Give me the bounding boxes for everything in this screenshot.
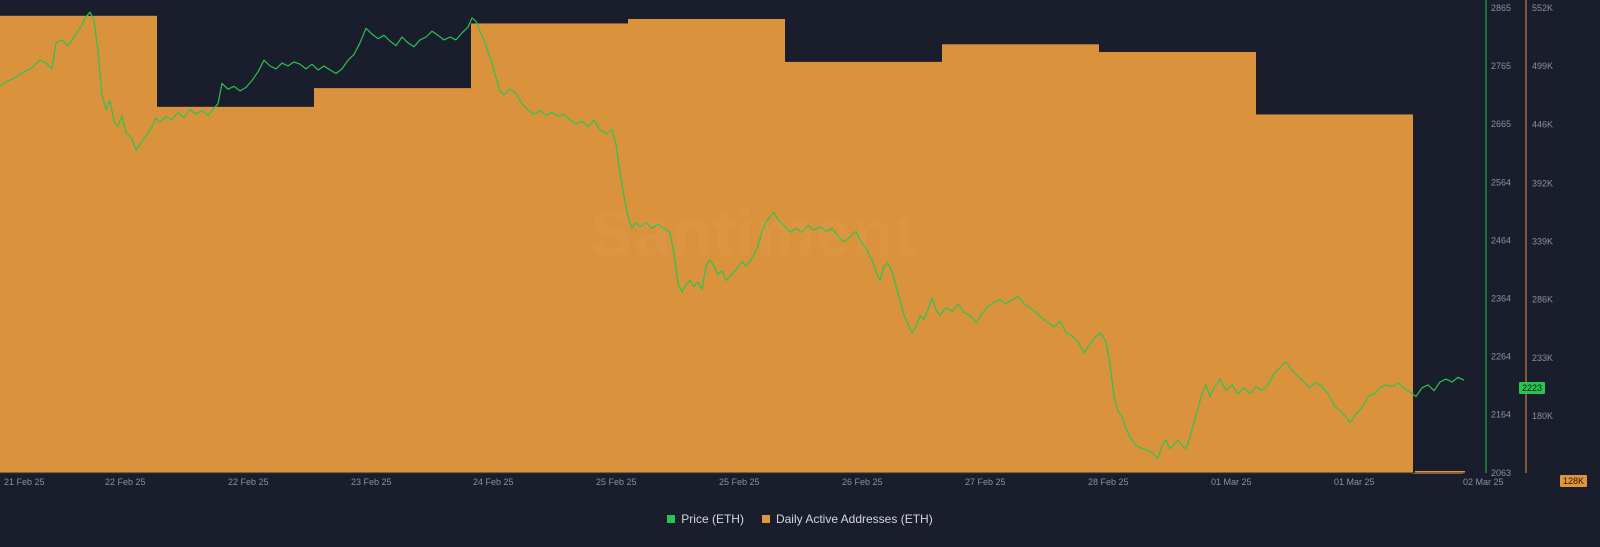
x-tick-label: 23 Feb 25 bbox=[351, 477, 392, 487]
active-addresses-bar bbox=[0, 15, 157, 474]
price-tick-label: 2264 bbox=[1491, 351, 1511, 361]
legend-label-price: Price (ETH) bbox=[681, 512, 744, 526]
x-tick-label: 26 Feb 25 bbox=[842, 477, 883, 487]
current-price-badge: 2223 bbox=[1519, 382, 1546, 394]
addresses-tick-label: 392K bbox=[1532, 178, 1553, 188]
addresses-tick-label: 180K bbox=[1532, 411, 1553, 421]
x-tick-label: 22 Feb 25 bbox=[228, 477, 269, 487]
bar-top-mask bbox=[314, 0, 471, 89]
bar-top-mask bbox=[1099, 0, 1256, 52]
bar-top-mask bbox=[157, 0, 314, 107]
legend: Price (ETH) Daily Active Addresses (ETH) bbox=[0, 512, 1600, 526]
price-tick-label: 2164 bbox=[1491, 409, 1511, 419]
active-addresses-bar bbox=[157, 106, 314, 474]
x-tick-label: 01 Mar 25 bbox=[1334, 477, 1375, 487]
active-addresses-bar bbox=[1256, 114, 1413, 474]
x-tick-label: 02 Mar 25 bbox=[1463, 477, 1504, 487]
x-tick-label: 25 Feb 25 bbox=[596, 477, 637, 487]
price-tick-label: 2063 bbox=[1491, 468, 1511, 478]
price-tick-label: 2564 bbox=[1491, 178, 1511, 188]
bar-top-mask bbox=[1415, 0, 1475, 472]
x-tick-label: 21 Feb 25 bbox=[4, 477, 45, 487]
bar-top-mask bbox=[628, 0, 785, 19]
addresses-tick-label: 446K bbox=[1532, 119, 1553, 129]
price-line-layer bbox=[0, 11, 1465, 460]
current-addresses-badge: 128K bbox=[1560, 475, 1588, 487]
price-tick-label: 2765 bbox=[1491, 61, 1511, 71]
active-addresses-bar bbox=[314, 88, 471, 473]
addresses-tick-label: 552K bbox=[1532, 3, 1553, 13]
bar-top-mask bbox=[471, 0, 628, 24]
addresses-swatch-icon bbox=[761, 515, 770, 523]
x-tick-label: 22 Feb 25 bbox=[105, 477, 146, 487]
price-tick-label: 2665 bbox=[1491, 119, 1511, 129]
x-tick-label: 25 Feb 25 bbox=[719, 477, 760, 487]
price-swatch-icon bbox=[667, 515, 676, 523]
price-tick-label: 2464 bbox=[1491, 236, 1511, 246]
addresses-tick-label: 499K bbox=[1532, 61, 1553, 71]
addresses-tick-label: 339K bbox=[1532, 237, 1553, 247]
legend-label-addresses: Daily Active Addresses (ETH) bbox=[775, 512, 933, 526]
price-line bbox=[0, 11, 1465, 460]
active-addresses-bar bbox=[942, 44, 1099, 473]
bar-top-mask bbox=[1256, 0, 1413, 115]
price-tick-label: 2865 bbox=[1491, 3, 1511, 13]
legend-item-addresses[interactable]: Daily Active Addresses (ETH) bbox=[761, 512, 933, 526]
active-addresses-bar bbox=[471, 23, 628, 474]
active-addresses-bars bbox=[0, 0, 1475, 474]
addresses-tick-label: 233K bbox=[1532, 353, 1553, 363]
bar-top-mask bbox=[0, 0, 157, 16]
bar-top-mask bbox=[942, 0, 1099, 45]
bar-top-mask bbox=[785, 0, 942, 62]
x-tick-label: 27 Feb 25 bbox=[965, 477, 1006, 487]
active-addresses-bar bbox=[1099, 51, 1256, 474]
x-tick-label: 24 Feb 25 bbox=[473, 477, 514, 487]
axes: 2865 2765 2665 2564 2464 2364 2264 2164 2063 552K… bbox=[0, 0, 1553, 487]
x-tick-label: 01 Mar 25 bbox=[1211, 477, 1252, 487]
active-addresses-bar bbox=[1415, 471, 1465, 473]
active-addresses-bar bbox=[785, 61, 942, 473]
x-tick-label: 28 Feb 25 bbox=[1088, 477, 1129, 487]
addresses-tick-label: 286K bbox=[1532, 295, 1553, 305]
active-addresses-bar bbox=[628, 18, 785, 474]
price-tick-label: 2364 bbox=[1491, 293, 1511, 303]
legend-item-price[interactable]: Price (ETH) bbox=[667, 512, 744, 526]
